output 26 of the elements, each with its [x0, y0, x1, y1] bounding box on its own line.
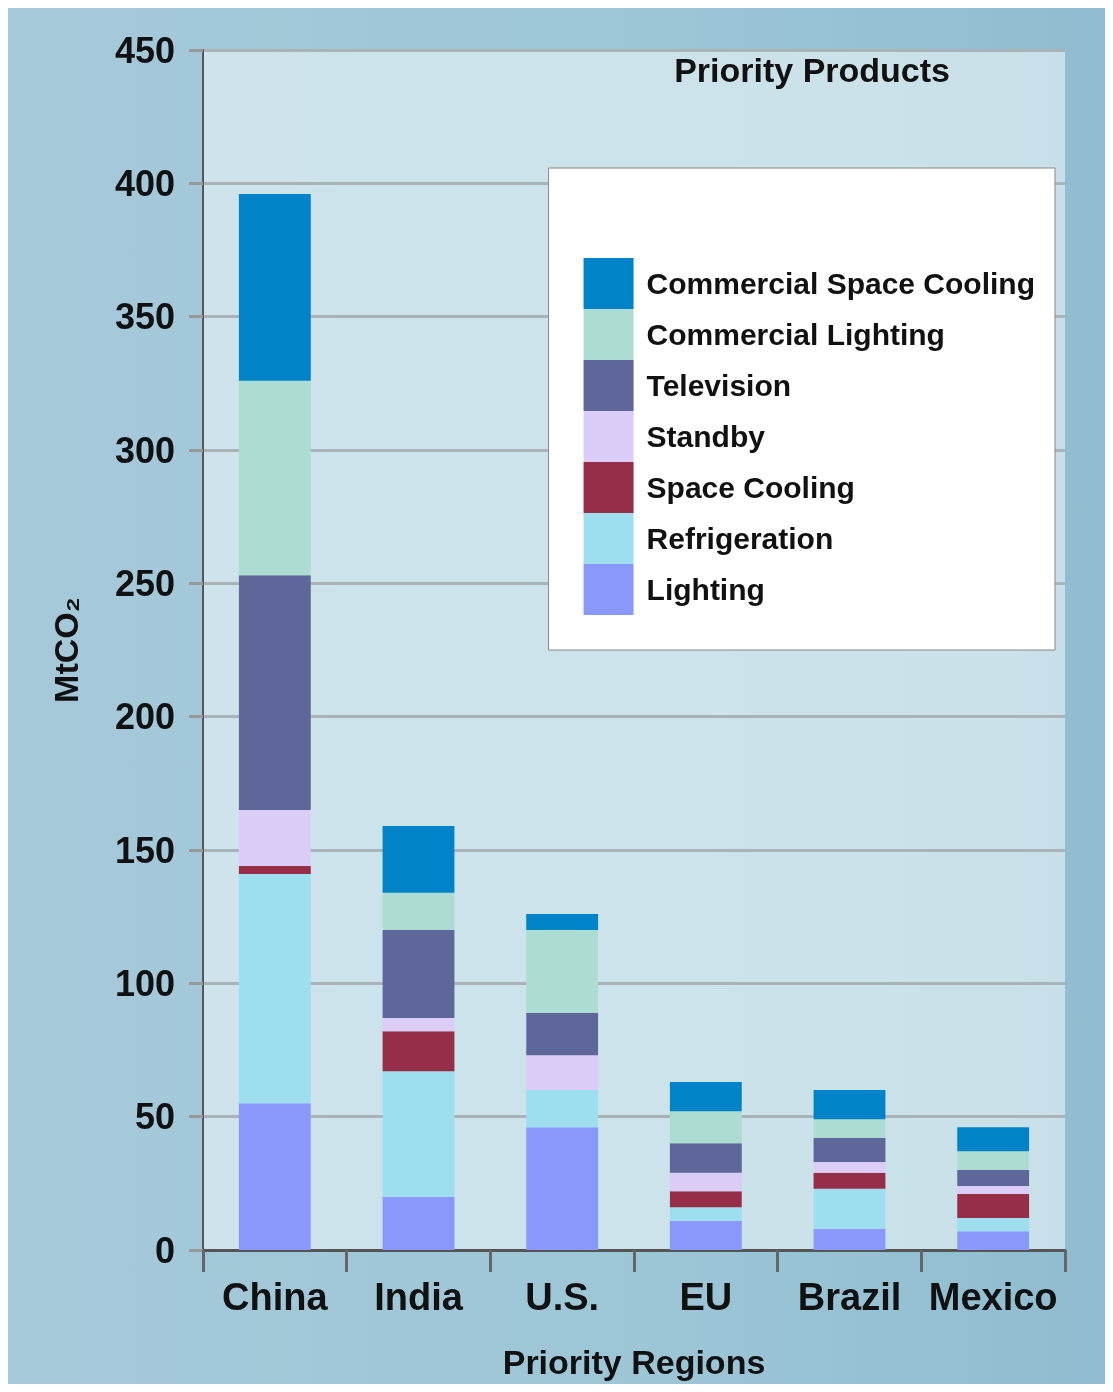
y-tick-label: 350 [114, 296, 175, 338]
legend-label: Standby [646, 420, 766, 453]
legend-label: Commercial Space Cooling [646, 267, 1035, 300]
y-tick-label: 100 [114, 962, 175, 1004]
x-tick-label: Brazil [797, 1276, 902, 1318]
x-tick-label: China [222, 1276, 329, 1318]
y-tick-label: 450 [114, 29, 175, 71]
x-tick-label: Mexico [928, 1276, 1058, 1318]
legend-label: Television [646, 369, 792, 402]
y-tick-label: 0 [154, 1229, 175, 1271]
legend-title: Priority Products [674, 51, 951, 89]
y-axis-title: MtCO₂ [47, 597, 85, 703]
y-tick-label: 250 [114, 562, 175, 604]
legend-label: Refrigeration [646, 522, 834, 555]
x-tick-label: India [374, 1276, 464, 1318]
legend-label: Space Cooling [646, 471, 855, 504]
x-tick-label: EU [679, 1276, 733, 1318]
y-tick-label: 150 [114, 829, 175, 871]
y-tick-label: 400 [114, 162, 175, 204]
y-tick-label: 200 [114, 696, 175, 738]
x-axis-title: Priority Regions [502, 1343, 766, 1381]
y-tick-label: 50 [134, 1096, 175, 1138]
legend-label: Commercial Lighting [646, 318, 945, 351]
x-tick-label: U.S. [525, 1276, 600, 1318]
y-tick-label: 300 [114, 429, 175, 471]
legend-label: Lighting [646, 573, 765, 606]
